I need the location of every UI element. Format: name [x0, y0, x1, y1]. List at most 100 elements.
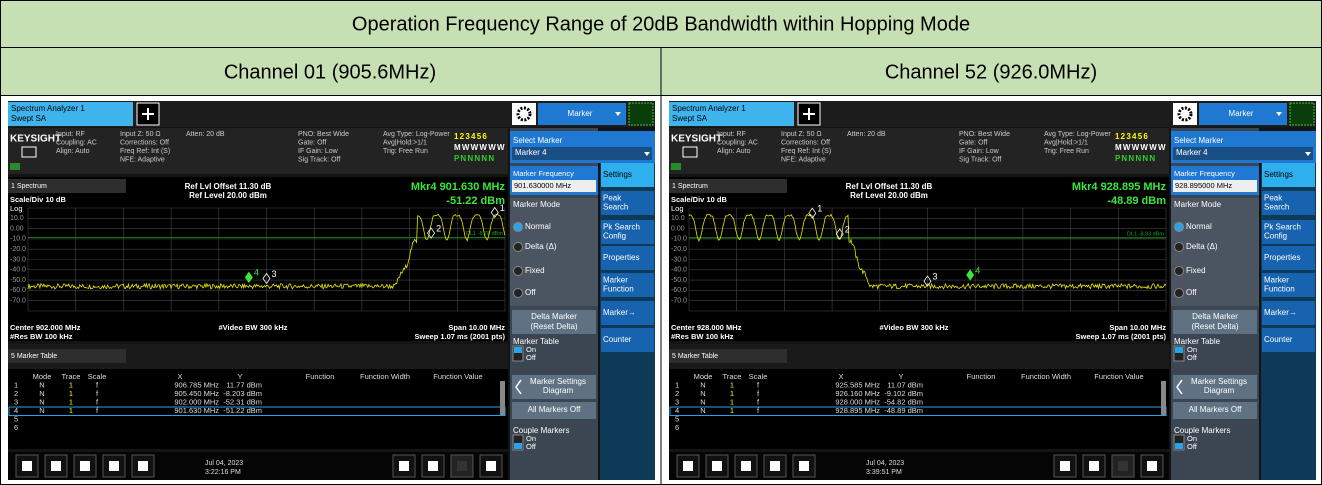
radio-button[interactable]: [513, 288, 523, 298]
icon: [770, 461, 780, 471]
app-tab[interactable]: [8, 102, 133, 126]
delta-button[interactable]: [1173, 310, 1257, 334]
info-bar: [8, 128, 508, 174]
radio-button[interactable]: [1174, 266, 1184, 276]
radio-button[interactable]: [513, 242, 523, 252]
settings-button[interactable]: [1173, 103, 1197, 125]
dropdown-arrow: [644, 152, 650, 156]
radio-button[interactable]: [1174, 288, 1184, 298]
label: Delta Marker: [531, 312, 577, 321]
window-dropdown[interactable]: [669, 349, 787, 363]
label: 925.585 MHz: [835, 380, 880, 389]
label: f: [96, 389, 99, 398]
icon: [1060, 461, 1070, 471]
softkey[interactable]: [1262, 301, 1315, 325]
window-dropdown[interactable]: [8, 179, 126, 193]
dropdown-arrow: [1276, 112, 1282, 116]
label: Center 928.000 MHz: [671, 323, 742, 332]
label: Trig: Free Run: [383, 148, 428, 155]
softkey[interactable]: [1262, 163, 1315, 187]
softkey[interactable]: [1262, 246, 1315, 270]
softkey[interactable]: [601, 301, 654, 325]
settings-button[interactable]: [512, 103, 536, 125]
label: f: [757, 406, 760, 415]
softkey[interactable]: [601, 163, 654, 187]
label: Y: [237, 372, 242, 381]
label: 928.895 MHz: [835, 406, 880, 415]
icon: [712, 461, 722, 471]
label: 0.00: [10, 225, 24, 232]
label: Select Marker: [513, 136, 563, 145]
label: On: [1187, 345, 1197, 354]
all-off-button[interactable]: [1173, 402, 1257, 419]
toggle-knob: [514, 443, 522, 449]
all-off-button[interactable]: [512, 402, 596, 419]
marker-dropdown[interactable]: [512, 147, 652, 160]
delta-button[interactable]: [512, 310, 596, 334]
label: -54.82 dBm: [884, 397, 923, 406]
label: X: [177, 372, 182, 381]
radio-button[interactable]: [1174, 242, 1184, 252]
radio-button[interactable]: [1174, 222, 1184, 232]
softkey[interactable]: [1262, 191, 1315, 215]
toggle[interactable]: [512, 434, 524, 451]
label: Function Value: [433, 372, 482, 381]
softkey[interactable]: [601, 246, 654, 270]
column-heading: Channel 01 (905.6MHz): [224, 61, 436, 83]
softkey[interactable]: [601, 328, 654, 352]
label: Ref Level 20.00 dBm: [189, 191, 267, 200]
label: Mkr4 928.895 MHz: [1072, 181, 1167, 193]
settings-diagram-button[interactable]: [512, 375, 596, 399]
softkey[interactable]: [1262, 328, 1315, 352]
label: 905.450 MHz: [174, 389, 219, 398]
softkey[interactable]: [601, 220, 654, 244]
marker-number: 3: [272, 269, 277, 279]
label: Search: [603, 203, 628, 212]
softkey[interactable]: [601, 191, 654, 215]
label: Sweep 1.07 ms (2001 pts): [415, 332, 506, 341]
label: 926.160 MHz: [835, 389, 880, 398]
icon: [138, 461, 148, 471]
label: N: [39, 380, 44, 389]
label: -30.0: [10, 256, 26, 263]
softkey[interactable]: [601, 273, 654, 297]
window-dropdown[interactable]: [669, 179, 787, 193]
label: Function: [306, 372, 335, 381]
icon: [741, 461, 751, 471]
radio-button[interactable]: [513, 222, 523, 232]
toggle[interactable]: [512, 345, 524, 362]
label: Pk Search: [603, 223, 640, 232]
label: Diagram: [543, 386, 574, 395]
label: Atten: 20 dB: [186, 131, 225, 138]
label: 1: [69, 397, 73, 406]
label: Freq Ref: Int (S): [120, 148, 170, 155]
menu-dropdown[interactable]: [538, 103, 626, 125]
window-dropdown[interactable]: [8, 349, 126, 363]
label: -60.0: [671, 287, 687, 294]
softkey[interactable]: [1262, 273, 1315, 297]
app-tab[interactable]: [669, 102, 794, 126]
label: On: [1187, 434, 1197, 443]
graph-bg: [669, 177, 1169, 341]
label: 3: [14, 397, 18, 406]
label: N: [700, 389, 705, 398]
radio-button[interactable]: [513, 266, 523, 276]
settings-diagram-button[interactable]: [1173, 375, 1257, 399]
label: Select Marker: [1174, 136, 1224, 145]
label: Ref Lvl Offset 11.30 dB: [846, 182, 933, 191]
label: Normal: [525, 222, 551, 231]
marker-dropdown[interactable]: [1173, 147, 1313, 160]
chevron: [515, 379, 522, 395]
label: f: [96, 380, 99, 389]
menu-dropdown[interactable]: [1199, 103, 1287, 125]
toggle[interactable]: [1173, 434, 1185, 451]
label: f: [757, 380, 760, 389]
toggle[interactable]: [1173, 345, 1185, 362]
label: -70.0: [671, 298, 687, 305]
label: -48.89 dBm: [884, 406, 923, 415]
softkey[interactable]: [1262, 220, 1315, 244]
label: Trig: Free Run: [1044, 148, 1089, 155]
marker-number: 4: [975, 265, 980, 275]
label: Function: [603, 285, 634, 294]
